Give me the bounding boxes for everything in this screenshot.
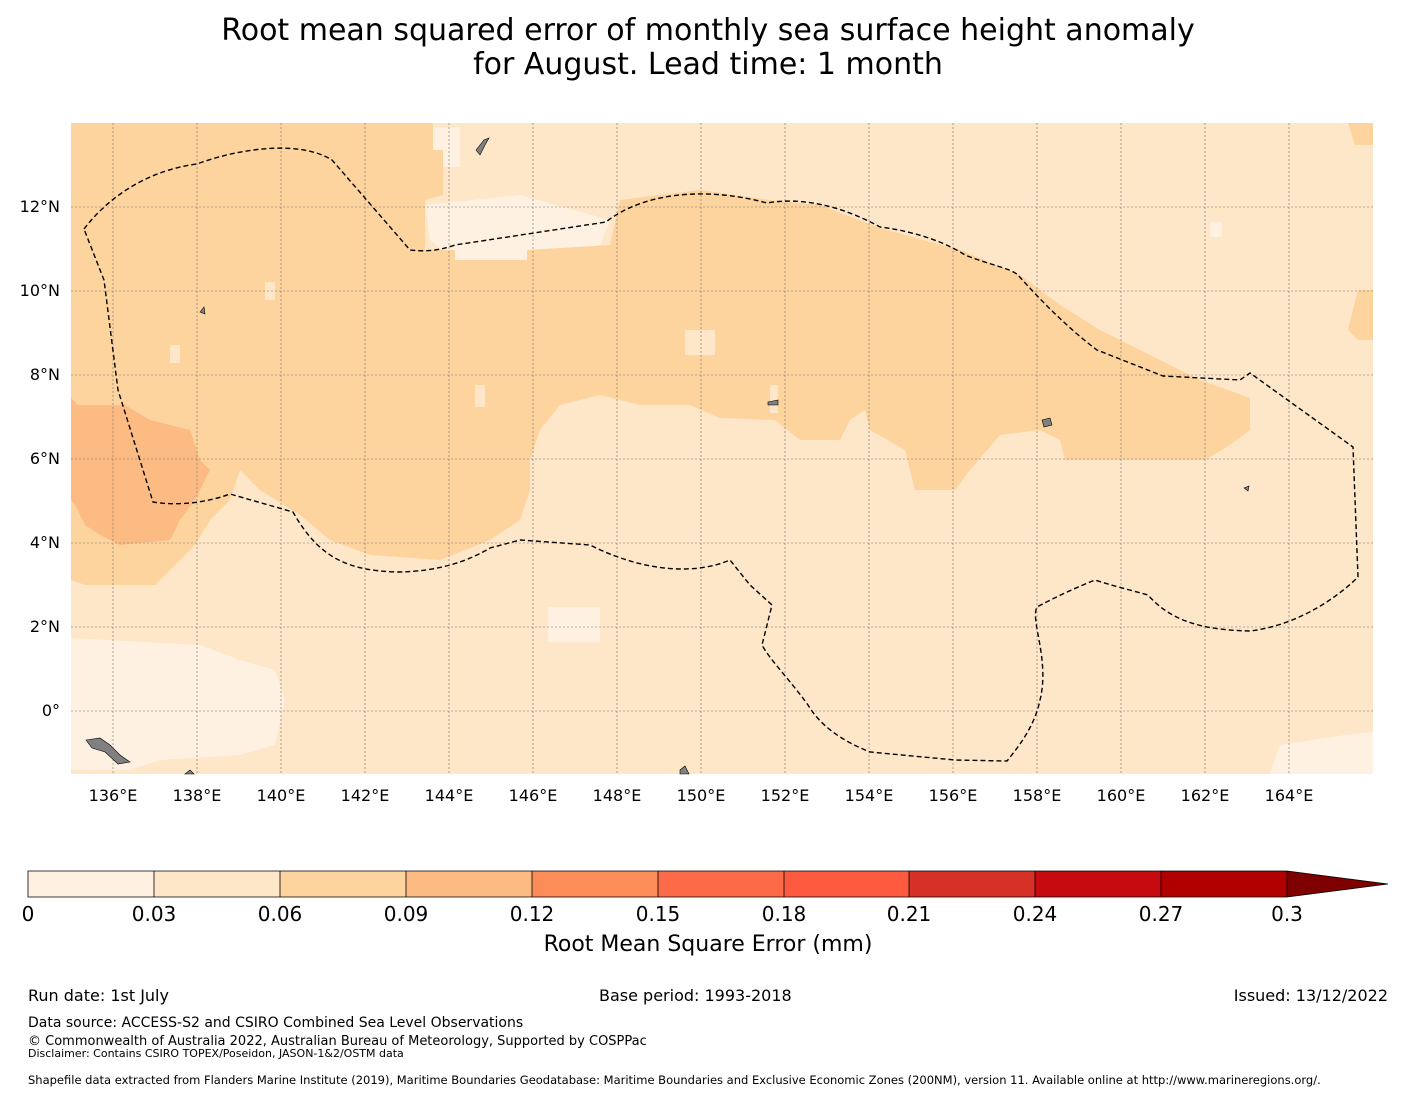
run-date: Run date: 1st July [28,986,169,1005]
eez-boundary [83,147,1359,762]
island-north [184,769,195,775]
lon-tick-156e: 156°E [928,786,978,805]
land-masses [85,137,1250,775]
colorbar-bin-5 [532,871,658,897]
colorbar-tick-0.24: 0.24 [1012,902,1058,926]
title-line-2: for August. Lead time: 1 month [473,47,943,82]
colorbar-tick-0.12: 0.12 [509,902,555,926]
field-high-patch [71,398,210,545]
lon-tick-154e: 154°E [844,786,894,805]
colorbar-tick-0.15: 0.15 [635,902,681,926]
colorbar-bin-10 [1161,871,1287,897]
lat-tick-10n: 10°N [19,281,60,300]
map-panel [71,123,1373,775]
island-manus [679,765,690,775]
lat-tick-0: 0° [41,701,60,720]
lon-tick-150e: 150°E [676,786,726,805]
lat-tick-12n: 12°N [19,197,60,216]
shapefile-credit: Shapefile data extracted from Flanders M… [28,1073,1321,1087]
island-kosrae [1243,485,1250,492]
island-new-guinea-west [85,737,131,765]
colorbar-tick-0.27: 0.27 [1138,902,1184,926]
colorbar-tick-0.3: 0.3 [1271,902,1303,926]
lon-tick-158e: 158°E [1012,786,1062,805]
colorbar-tick-0: 0 [21,902,35,926]
issued-date: Issued: 13/12/2022 [1233,986,1388,1005]
colorbar [27,870,1389,898]
lat-tick-8n: 8°N [29,365,60,384]
colorbar-tick-0.06: 0.06 [257,902,303,926]
lon-tick-164e: 164°E [1264,786,1314,805]
colorbar-bin-2 [154,871,280,897]
island-pohnpei [1041,417,1053,428]
colorbar-bin-9 [1035,871,1161,897]
colorbar-bin-4 [406,871,532,897]
title-line-1: Root mean squared error of monthly sea s… [221,13,1195,48]
lon-tick-138e: 138°E [172,786,222,805]
lon-tick-142e: 142°E [340,786,390,805]
disclaimer: Disclaimer: Contains CSIRO TOPEX/Poseido… [28,1047,404,1060]
colorbar-extend-arrow [1287,871,1388,897]
map-title: Root mean squared error of monthly sea s… [0,14,1416,82]
colorbar-tick-0.09: 0.09 [383,902,429,926]
colorbar-bin-6 [658,871,784,897]
field-small-holes [170,282,862,490]
island-chuuk [767,399,779,406]
colorbar-bin-8 [909,871,1035,897]
lat-tick-2n: 2°N [29,617,60,636]
colorbar-tick-0.21: 0.21 [886,902,932,926]
base-period: Base period: 1993-2018 [599,986,792,1005]
lat-tick-6n: 6°N [29,449,60,468]
colorbar-tick-0.18: 0.18 [761,902,807,926]
colorbar-tick-0.03: 0.03 [131,902,177,926]
field-mid-band [71,123,1373,585]
lon-tick-140e: 140°E [256,786,306,805]
lon-tick-148e: 148°E [592,786,642,805]
colorbar-dividers [27,870,1389,898]
lon-tick-146e: 146°E [508,786,558,805]
lat-tick-4n: 4°N [29,533,60,552]
lon-tick-144e: 144°E [424,786,474,805]
lon-tick-136e: 136°E [88,786,138,805]
colorbar-bin-1 [28,871,154,897]
colorbar-bin-3 [280,871,406,897]
data-source: Data source: ACCESS-S2 and CSIRO Combine… [28,1015,524,1031]
island-guam [475,137,490,156]
copyright-notice: © Commonwealth of Australia 2022, Austra… [28,1034,647,1049]
lon-tick-162e: 162°E [1180,786,1230,805]
colorbar-label: Root Mean Square Error (mm) [543,932,873,957]
island-yap [199,306,206,315]
lon-tick-152e: 152°E [760,786,810,805]
lon-tick-160e: 160°E [1096,786,1146,805]
colorbar-bin-7 [784,871,909,897]
gridlines [71,123,1373,774]
field-low-patches [71,127,1373,774]
